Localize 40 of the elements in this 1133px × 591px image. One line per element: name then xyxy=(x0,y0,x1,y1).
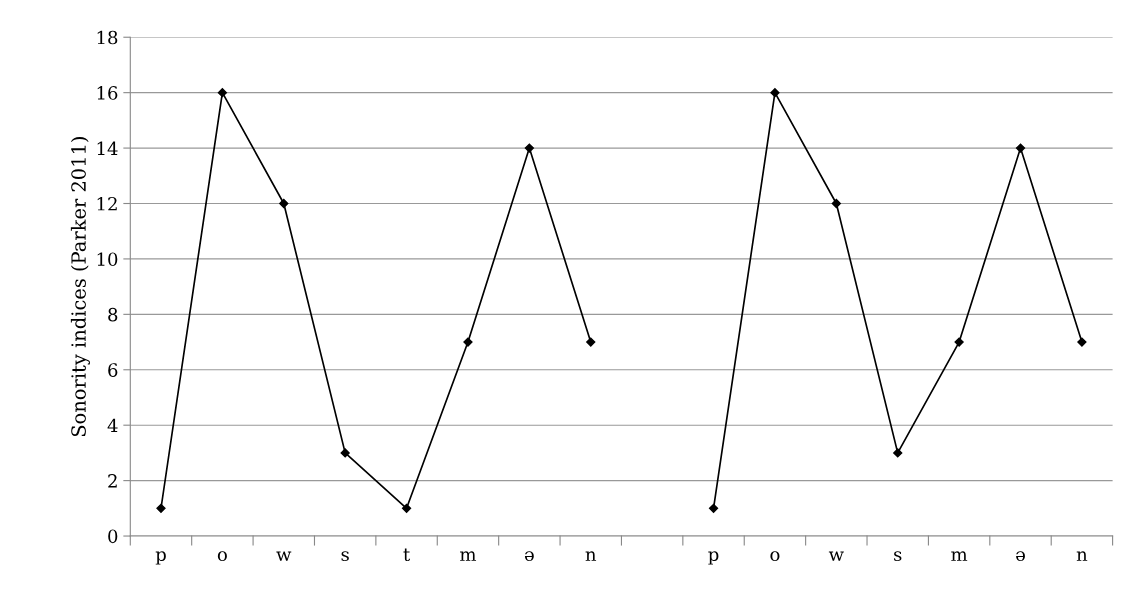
point xyxy=(770,88,780,98)
x-tick-label: m xyxy=(460,551,477,561)
x-tick-label: w xyxy=(276,551,292,561)
x-tick-label: ə xyxy=(1016,551,1025,562)
point xyxy=(156,503,166,513)
point xyxy=(401,503,412,513)
y-tick-label: 0 xyxy=(108,529,118,544)
y-tick-label: 10 xyxy=(97,252,118,267)
y-tick-label: 18 xyxy=(97,30,118,45)
y-tick-label: 16 xyxy=(97,86,118,100)
x-tick-label: s xyxy=(894,551,902,562)
point xyxy=(340,448,350,458)
y-tick-label: 14 xyxy=(97,141,118,155)
point xyxy=(954,337,964,347)
point xyxy=(831,198,841,209)
x-tick-label: ə xyxy=(524,551,534,562)
y-tick-label: 8 xyxy=(108,307,118,322)
point xyxy=(893,448,903,458)
x-tick-label: o xyxy=(217,551,227,562)
point xyxy=(279,198,289,209)
x-tick-label: n xyxy=(1076,551,1088,561)
x-tick-label: t xyxy=(403,548,411,562)
y-tick-label: 4 xyxy=(107,418,118,433)
point xyxy=(1077,337,1087,347)
point xyxy=(524,143,534,153)
x-tick-label: w xyxy=(828,551,844,561)
x-tick-label: p xyxy=(708,551,719,565)
y-tick-label: 6 xyxy=(108,363,118,377)
y-tick-label: 2 xyxy=(108,474,117,488)
point xyxy=(586,337,596,347)
y-tick-label: 12 xyxy=(97,196,117,211)
x-tick-label: n xyxy=(585,551,597,561)
x-tick-label: o xyxy=(770,551,780,562)
y-axis-title: Sonority indices (Parker 2011) xyxy=(70,137,90,437)
x-tick-label: p xyxy=(155,551,166,565)
point xyxy=(1015,143,1026,153)
x-tick-label: s xyxy=(341,551,349,562)
point xyxy=(217,88,228,98)
point xyxy=(708,503,719,513)
x-tick-label: m xyxy=(951,551,968,561)
